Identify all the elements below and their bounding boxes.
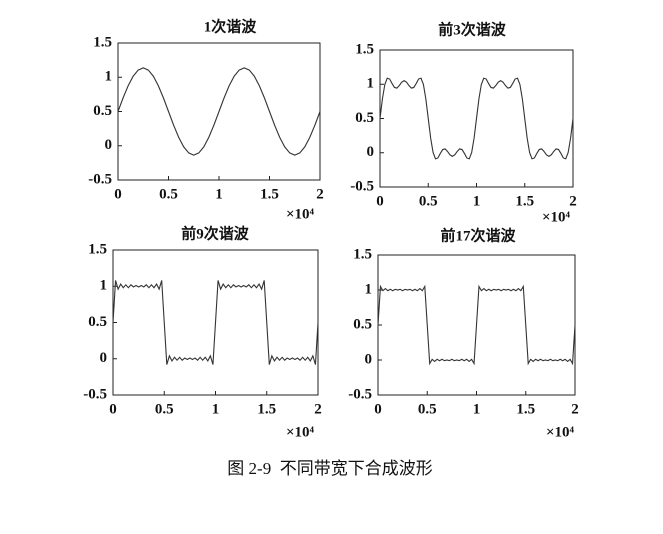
y-tick-label: 0.5: [88, 314, 107, 330]
y-tick-label: 0.5: [353, 316, 372, 332]
x-scale-label: ×10⁴: [546, 424, 575, 440]
y-tick-label: 1.5: [88, 241, 107, 257]
x-tick-label: 1: [212, 401, 220, 417]
y-tick-label: 1.5: [353, 246, 372, 262]
x-tick-label: 1.5: [260, 186, 279, 202]
y-tick-label: -0.5: [348, 386, 372, 402]
x-tick-label: 2: [569, 193, 577, 209]
y-tick-label: 0: [367, 144, 375, 160]
x-tick-label: 1: [215, 186, 223, 202]
x-tick-label: 1.5: [515, 193, 534, 209]
x-tick-label: 0.5: [159, 186, 178, 202]
y-tick-label: 0: [100, 350, 108, 366]
y-tick-label: 0: [365, 351, 373, 367]
x-tick-label: 1.5: [516, 401, 535, 417]
y-tick-label: 1: [365, 281, 373, 297]
x-tick-label: 0.5: [418, 401, 437, 417]
y-tick-label: 0.5: [355, 110, 374, 126]
x-tick-label: 1.5: [257, 401, 276, 417]
x-tick-label: 0.5: [419, 193, 438, 209]
chart-title: 前3次谐波: [438, 20, 507, 38]
wave-line: [117, 67, 321, 156]
x-tick-label: 0: [114, 186, 122, 202]
y-tick-label: -0.5: [88, 171, 112, 187]
y-tick-label: 0.5: [93, 103, 112, 119]
y-tick-label: 1: [367, 76, 375, 92]
y-tick-label: 1.5: [355, 41, 374, 57]
y-tick-label: 1: [100, 278, 108, 294]
y-tick-label: 0: [105, 137, 113, 153]
wave-line: [379, 77, 574, 160]
x-scale-label: ×10⁴: [286, 424, 315, 440]
x-tick-label: 2: [316, 186, 324, 202]
wave-line: [377, 284, 576, 366]
chart-title: 1次谐波: [204, 17, 258, 35]
y-tick-label: -0.5: [83, 386, 107, 402]
chart-title: 前9次谐波: [181, 224, 250, 242]
x-scale-label: ×10⁴: [542, 209, 571, 225]
x-tick-label: 0: [376, 193, 384, 209]
x-tick-label: 1: [473, 401, 481, 417]
x-tick-label: 2: [571, 401, 579, 417]
x-tick-label: 1: [473, 193, 481, 209]
y-tick-label: 1: [105, 69, 113, 85]
y-tick-label: 1.5: [93, 34, 112, 50]
figure-caption: 图 2-9 不同带宽下合成波形: [227, 459, 432, 478]
chart-title: 前17次谐波: [440, 226, 516, 244]
wave-line: [112, 280, 319, 365]
x-scale-label: ×10⁴: [286, 206, 315, 222]
x-tick-label: 0: [374, 401, 382, 417]
y-tick-label: -0.5: [350, 178, 374, 194]
x-tick-label: 2: [314, 401, 322, 417]
x-tick-label: 0.5: [155, 401, 174, 417]
x-tick-label: 0: [109, 401, 117, 417]
